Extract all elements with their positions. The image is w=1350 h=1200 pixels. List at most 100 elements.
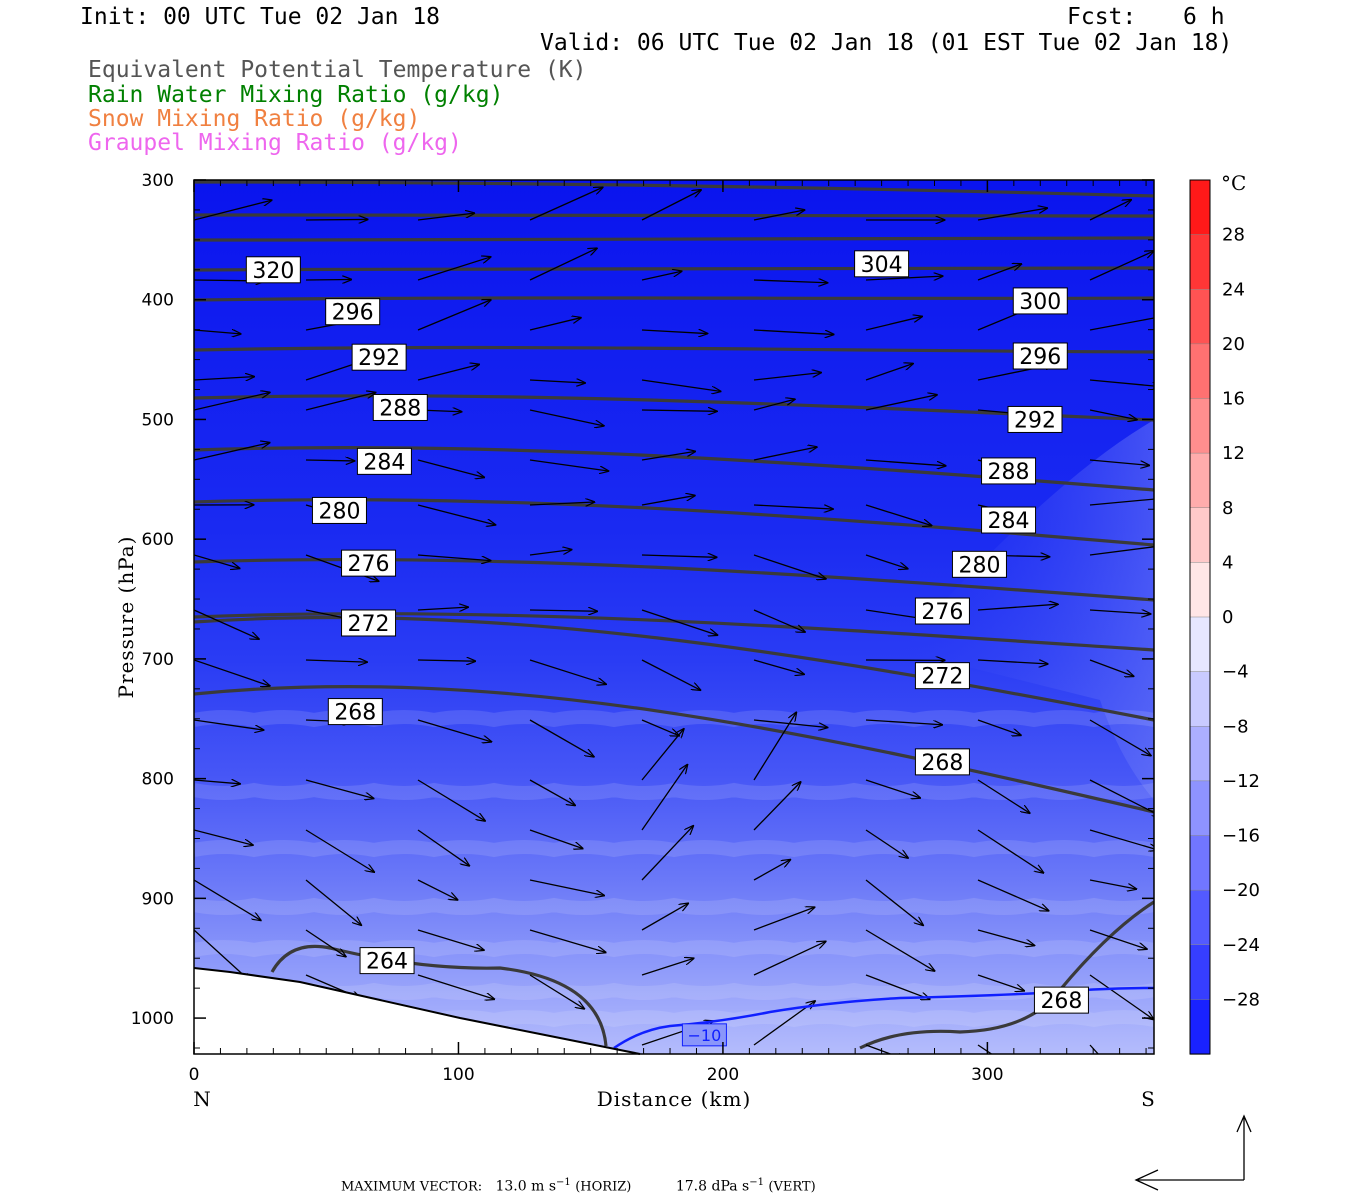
reference-vector-icon	[1134, 1114, 1252, 1191]
contour-label-text: 304	[861, 253, 903, 278]
wind-vector	[529, 879, 604, 895]
contour-label-text: 292	[358, 346, 400, 371]
temperature-band	[194, 940, 1154, 958]
wind-vector	[753, 504, 833, 509]
wind-vector	[194, 330, 241, 334]
x-axis: 0 100 200 300	[189, 180, 1147, 1085]
field-theta-e: Equivalent Potential Temperature (K)	[88, 57, 587, 83]
contour-label-box	[341, 549, 397, 577]
max-vector-text: MAXIMUM VECTOR: 13.0 m s−1 (HORIZ) 17.8 …	[341, 1177, 816, 1195]
y-tick-label: 1000	[131, 1009, 174, 1029]
wind-vector	[641, 190, 701, 221]
wind-vector	[977, 208, 1047, 221]
wind-vector	[865, 459, 946, 466]
contour-label-box	[854, 250, 910, 278]
contour-label-box	[1007, 405, 1063, 433]
wind-vector	[753, 941, 826, 976]
contour-label-text: 288	[988, 460, 1030, 485]
wind-vector	[1089, 459, 1149, 465]
contour-label-300: 300	[1012, 287, 1068, 315]
wind-vector	[1089, 409, 1137, 420]
wind-vector	[194, 392, 270, 411]
wind-vector	[865, 554, 908, 569]
wind-vector	[753, 373, 821, 381]
contour-label-284: 284	[356, 447, 412, 475]
wind-vector	[529, 380, 585, 383]
wind-vector	[529, 248, 597, 281]
contour-label-text: 284	[988, 509, 1030, 534]
colorbar-bin	[1189, 944, 1211, 1001]
max-vector-horiz-unit: m s	[531, 1178, 557, 1195]
contour-label-box	[356, 447, 412, 475]
forecast-hour: 6 h	[1183, 4, 1225, 30]
wind-vector	[641, 451, 695, 461]
wind-vector	[417, 779, 485, 821]
wind-vector	[529, 187, 603, 221]
theta-e-line	[194, 615, 1154, 722]
wind-vector	[641, 555, 717, 557]
contour-label-264: 264	[359, 947, 415, 975]
contour-label-box	[914, 662, 970, 690]
wind-vector	[417, 660, 475, 661]
contour-label-320: 320	[245, 256, 301, 284]
contour-label-text: 280	[318, 499, 360, 524]
wind-vector	[641, 330, 707, 334]
contour-label-text: 296	[332, 301, 374, 326]
contour-label-text: 284	[363, 450, 405, 475]
contour-label-box	[359, 947, 415, 975]
terrain-outline	[193, 967, 641, 1055]
contour-label-box	[327, 698, 383, 726]
wind-vector	[529, 550, 571, 556]
contour-label-296: 296	[325, 298, 381, 326]
wind-vector	[753, 554, 826, 579]
south-label: S	[1141, 1087, 1155, 1111]
contour-label-box	[1012, 287, 1068, 315]
wind-vector	[865, 276, 942, 281]
colorbar-bin	[1189, 616, 1211, 673]
wind-vector	[641, 496, 695, 506]
wind-vector	[529, 459, 608, 471]
contour-label-288: 288	[981, 457, 1037, 485]
wind-vector	[417, 504, 495, 525]
wind-vector	[417, 829, 469, 866]
wind-vector	[865, 719, 942, 725]
wind-vector	[1089, 251, 1154, 281]
wind-vector	[753, 210, 804, 221]
y-axis: 300 400 500 600 700 800 900 1000	[131, 171, 1154, 1049]
wind-vector	[194, 377, 254, 380]
wind-vector	[641, 826, 693, 881]
contour-label-text: 280	[958, 553, 1000, 578]
contour-labels: 320 3043002962962922922882882842842802802…	[245, 250, 1089, 1047]
contour-label-box	[311, 496, 367, 524]
x-tick-label: 100	[442, 1065, 474, 1085]
wind-vector	[194, 780, 240, 784]
wind-vector	[529, 974, 584, 1009]
max-vector-horiz-exp: −1	[556, 1177, 571, 1188]
y-tick-label: 400	[142, 291, 174, 311]
wind-vector	[305, 393, 375, 411]
temperature-band	[194, 840, 1154, 858]
colorbar-bin	[1189, 780, 1211, 837]
colorbar-bin	[1189, 835, 1211, 891]
wind-vector	[865, 974, 930, 999]
contour-label-text: 300	[1019, 290, 1061, 315]
max-vector-vert-exp: −1	[749, 1177, 764, 1188]
wind-vector	[865, 364, 913, 381]
colorbar-bin	[1189, 398, 1211, 454]
contour-label-276: 276	[341, 549, 397, 577]
wind-vector	[865, 779, 920, 798]
wind-vector	[529, 719, 594, 757]
wind-vector	[305, 660, 367, 662]
contour-label-280: 280	[311, 496, 367, 524]
wind-vector	[417, 607, 468, 610]
wind-vector	[194, 659, 270, 686]
wind-vector	[977, 829, 1043, 873]
colorbar-tick-label: 24	[1222, 279, 1245, 300]
max-vector-horiz-value: 13.0	[495, 1178, 527, 1195]
wind-vector	[194, 719, 263, 730]
wind-vector	[753, 329, 834, 334]
valid-time: Valid: 06 UTC Tue 02 Jan 18 (01 EST Tue …	[540, 30, 1233, 56]
wind-vector	[865, 879, 923, 925]
isotherm-label-text: −10	[688, 1026, 722, 1045]
theta-e-line	[194, 557, 1154, 602]
